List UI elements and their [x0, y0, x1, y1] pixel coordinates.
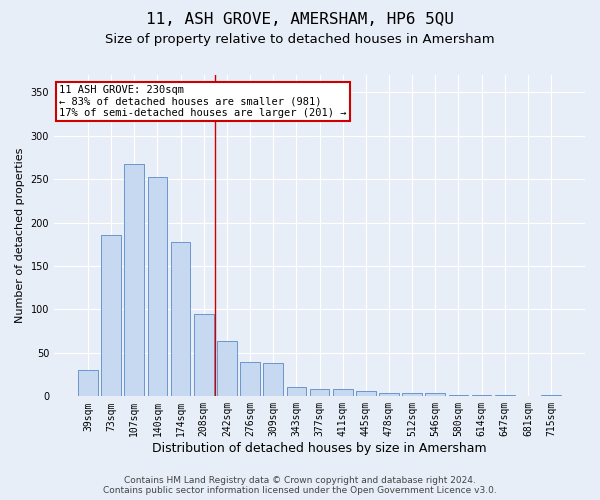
Bar	[287, 387, 306, 396]
Bar	[379, 393, 399, 396]
Bar	[148, 178, 167, 396]
Bar	[217, 341, 237, 396]
Bar	[124, 164, 144, 396]
Bar	[240, 362, 260, 396]
Text: 11 ASH GROVE: 230sqm
← 83% of detached houses are smaller (981)
17% of semi-deta: 11 ASH GROVE: 230sqm ← 83% of detached h…	[59, 84, 347, 118]
Y-axis label: Number of detached properties: Number of detached properties	[15, 148, 25, 324]
Bar	[310, 388, 329, 396]
Text: Contains HM Land Registry data © Crown copyright and database right 2024.
Contai: Contains HM Land Registry data © Crown c…	[103, 476, 497, 495]
Bar	[449, 394, 468, 396]
X-axis label: Distribution of detached houses by size in Amersham: Distribution of detached houses by size …	[152, 442, 487, 455]
Bar	[425, 393, 445, 396]
Text: 11, ASH GROVE, AMERSHAM, HP6 5QU: 11, ASH GROVE, AMERSHAM, HP6 5QU	[146, 12, 454, 28]
Bar	[78, 370, 98, 396]
Bar	[402, 393, 422, 396]
Bar	[356, 391, 376, 396]
Bar	[101, 235, 121, 396]
Bar	[171, 242, 190, 396]
Bar	[495, 394, 515, 396]
Text: Size of property relative to detached houses in Amersham: Size of property relative to detached ho…	[105, 32, 495, 46]
Bar	[263, 364, 283, 396]
Bar	[541, 394, 561, 396]
Bar	[194, 314, 214, 396]
Bar	[333, 390, 353, 396]
